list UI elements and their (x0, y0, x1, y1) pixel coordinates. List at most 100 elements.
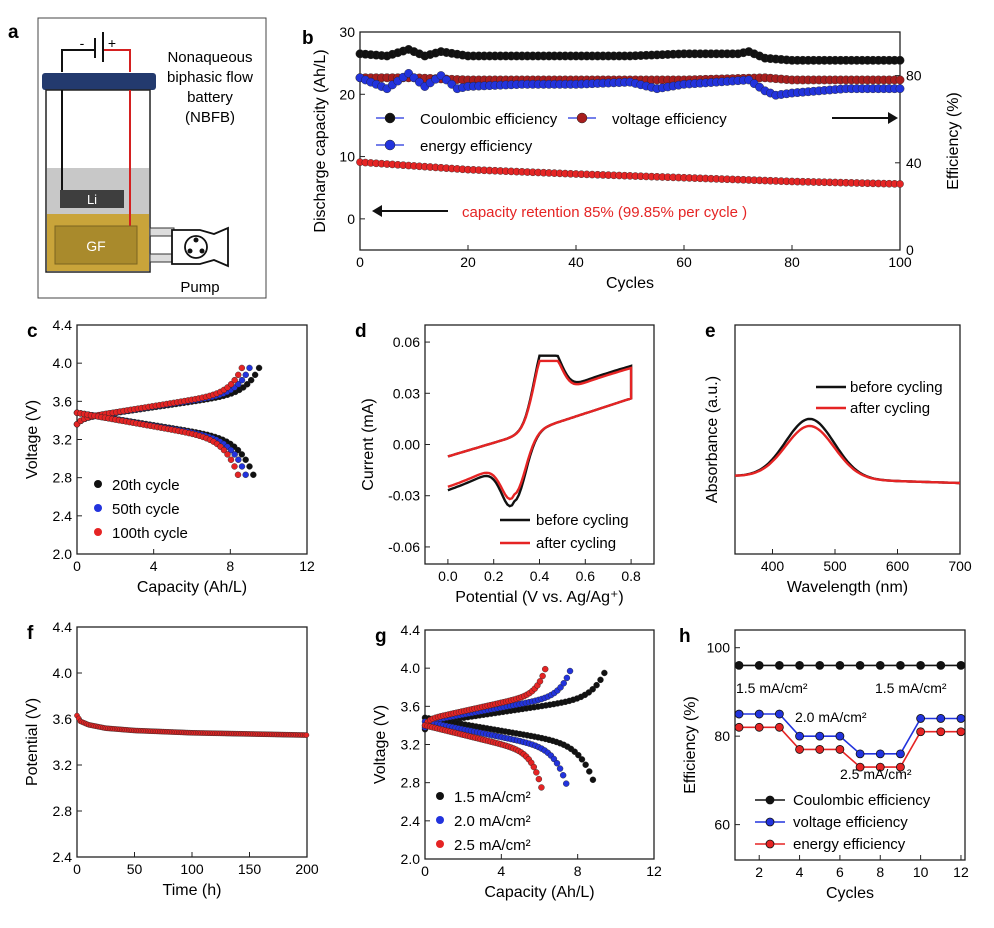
panel-letter: b (302, 28, 314, 49)
x-tick-label: 8 (226, 558, 234, 574)
discharge-point-red (538, 784, 545, 791)
legend-marker (765, 839, 775, 849)
efficiency-point-red (956, 727, 966, 737)
discharge-point-black (250, 471, 257, 479)
panel-a-title-line-3: battery (187, 89, 233, 106)
legend-marker (384, 112, 396, 124)
efficiency-point-black (936, 660, 946, 670)
y-tick-label: 0.06 (393, 334, 420, 350)
efficiency-point-blue (815, 731, 825, 741)
y-tick-label: 3.2 (401, 737, 421, 753)
current-density-annotation: 2.0 mA/cm² (795, 709, 867, 725)
efficiency-point-black (835, 660, 845, 670)
pump-roller-icon (193, 237, 199, 243)
panel-a-letter: a (8, 22, 19, 43)
charge-point-blue (246, 364, 253, 372)
efficiency-point-red (815, 745, 825, 754)
legend-label: energy efficiency (420, 138, 533, 155)
series-point-maroon (895, 75, 905, 85)
panel-letter: h (679, 626, 691, 647)
charge-point-black (244, 381, 251, 388)
efficiency-point-red (774, 722, 784, 732)
x-tick-label: 0.2 (484, 568, 504, 584)
cv-curve-red (447, 359, 633, 501)
legend-marker (765, 795, 775, 805)
y-tick-label: 30 (339, 24, 355, 40)
efficiency-point-red (795, 745, 804, 754)
panel-h: 2 4 6 8 10 12 60 80 100 Cycles Efficiency (%) h 1.5 … (679, 626, 969, 902)
y2-tick-label: 0 (906, 242, 914, 258)
pump-tube-bottom (149, 253, 175, 263)
series-point-blue (895, 84, 905, 94)
x-tick-label: 12 (646, 863, 662, 879)
lithium-label: Li (87, 192, 97, 207)
y-tick-label: 80 (714, 728, 730, 744)
legend-marker (436, 816, 444, 824)
y-tick-label: 4.4 (53, 317, 73, 333)
x-tick-label: 600 (886, 558, 910, 574)
x-tick-label: 60 (676, 254, 692, 270)
current-density-annotation: 2.5 mA/cm² (840, 766, 912, 782)
charge-point-black (247, 376, 255, 384)
cell-lid (42, 73, 156, 90)
efficiency-point-black (754, 660, 764, 670)
legend-label: before cycling (536, 512, 629, 529)
discharge-point-black (238, 451, 246, 458)
y-tick-label: 2.0 (401, 851, 421, 867)
series-point-black (895, 55, 905, 65)
efficiency-point-blue (855, 749, 865, 759)
charge-point-black (601, 669, 608, 677)
charge-point-black (255, 364, 263, 372)
x-tick-label: 12 (953, 864, 969, 880)
y-tick-label: 2.4 (53, 508, 73, 524)
x-tick-label: 0 (73, 558, 81, 574)
discharge-point-red (535, 775, 543, 783)
panel-letter: d (355, 321, 367, 342)
charge-point-blue (238, 376, 246, 384)
charge-point-blue (563, 674, 571, 682)
y-tick-label: 2.8 (53, 803, 73, 819)
x-tick-label: 40 (568, 254, 584, 270)
discharge-point-red (220, 446, 228, 454)
y-tick-label: 0.00 (393, 437, 420, 453)
discharge-point-red (231, 463, 238, 470)
y-tick-label: 20 (339, 86, 355, 102)
x-tick-label: 0.0 (438, 568, 458, 584)
y-axis-label: Absorbance (a.u.) (704, 376, 721, 503)
legend-label: Coulombic efficiency (420, 111, 558, 128)
plot-frame (76, 324, 308, 555)
capacity-point (896, 180, 904, 188)
discharge-point-blue (238, 463, 246, 470)
x-axis-label: Cycles (826, 885, 874, 902)
discharge-point-red (227, 456, 235, 463)
legend-marker (384, 139, 396, 151)
charge-point-red (238, 364, 246, 372)
plot-frame (734, 324, 961, 555)
y-tick-label: 3.2 (53, 757, 73, 773)
panel-g: 0 4 8 12 2.0 2.4 2.8 3.2 3.6 4.0 4.4 Capacity (Ah/L… (372, 622, 662, 901)
pump-label: Pump (180, 279, 219, 296)
y2-tick-label: 80 (906, 68, 922, 84)
panel-letter: c (27, 321, 38, 342)
legend-marker (436, 840, 444, 848)
discharge-point-black (578, 756, 586, 763)
efficiency-point-red (936, 727, 946, 737)
y-tick-label: 4.0 (53, 665, 73, 681)
x-tick-label: 150 (238, 861, 262, 877)
panel-a-title-line-4: (NBFB) (185, 109, 235, 126)
y-tick-label: 4.0 (401, 660, 421, 676)
discharge-point-red (224, 451, 231, 458)
charge-point-black (597, 676, 604, 684)
discharge-point-black (242, 456, 249, 463)
efficiency-point-blue (734, 709, 744, 719)
legend-marker (436, 792, 444, 800)
charge-point-red (536, 678, 544, 685)
efficiency-line-red (739, 726, 961, 768)
efficiency-point-red (835, 745, 845, 754)
panel-c: 0 4 8 12 2.0 2.4 2.8 3.2 3.6 4.0 4.4 Capacity (Ah/L… (24, 317, 315, 596)
legend-label: 1.5 mA/cm² (454, 789, 531, 806)
discharge-point-red (530, 763, 538, 771)
pump-tube-top (149, 227, 175, 237)
